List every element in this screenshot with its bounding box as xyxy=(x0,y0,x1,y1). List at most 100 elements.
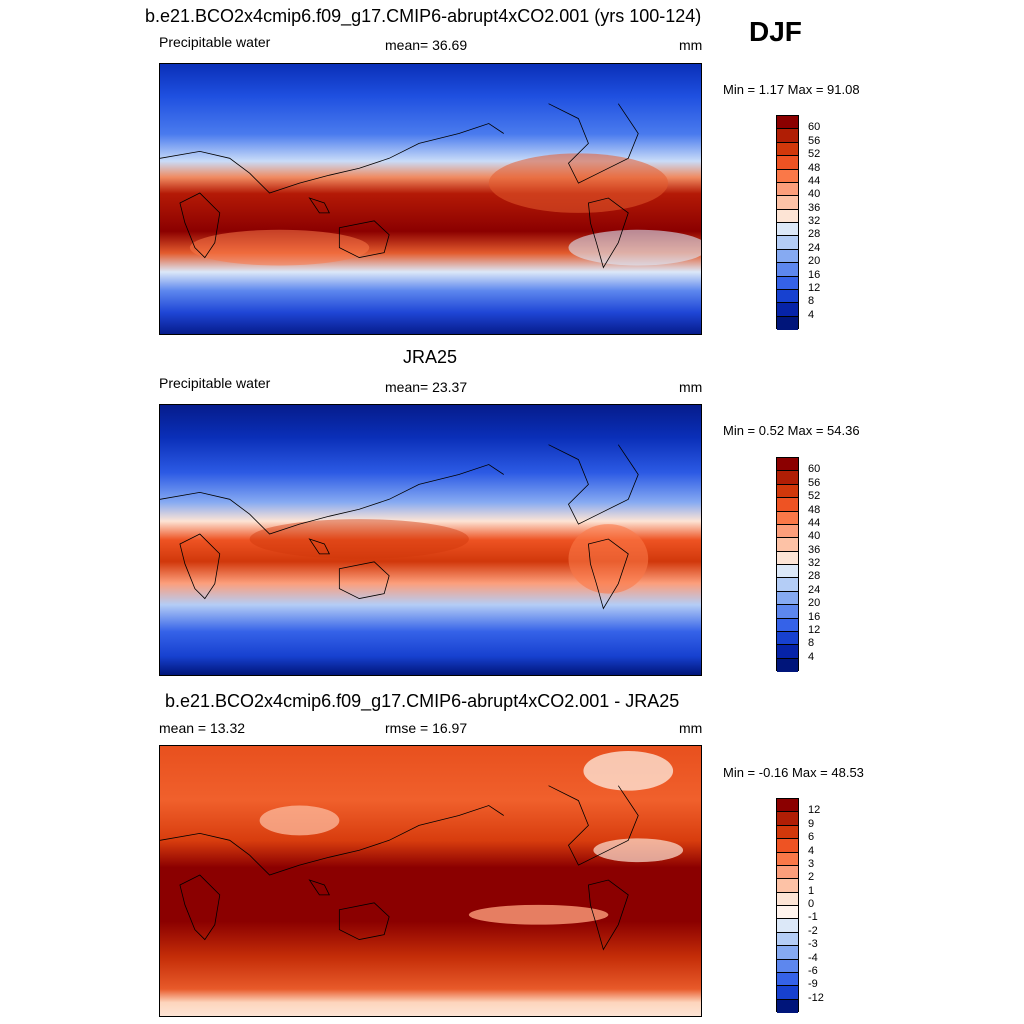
colorbar-tick-label: 28 xyxy=(808,570,821,583)
panel2-title: JRA25 xyxy=(403,347,458,367)
panel1-map xyxy=(159,63,702,335)
colorbar-segment xyxy=(777,812,798,826)
colorbar-segment xyxy=(777,839,798,853)
colorbar-segment xyxy=(777,169,798,183)
colorbar-segment xyxy=(777,209,798,223)
colorbar-tick-label: 8 xyxy=(808,637,815,650)
colorbar-segment xyxy=(777,156,798,170)
colorbar-segment xyxy=(777,645,798,659)
panel3-mean: mean = 13.32 xyxy=(159,720,246,736)
colorbar-tick-label: 60 xyxy=(808,463,821,476)
colorbar-tick-label: 12 xyxy=(808,804,821,817)
colorbar-tick-label: -1 xyxy=(808,911,818,924)
colorbar-tick-label: 48 xyxy=(808,161,821,174)
colorbar-segment xyxy=(777,591,798,606)
colorbar-segment xyxy=(777,865,798,880)
colorbar-segment xyxy=(777,605,798,619)
colorbar-segment xyxy=(777,263,798,277)
colorbar-tick-label: 4 xyxy=(808,844,815,857)
colorbar-tick-label: 24 xyxy=(808,583,821,596)
colorbar-segment xyxy=(777,919,798,933)
colorbar-tick-label: -9 xyxy=(808,978,818,991)
colorbar-tick-label: 36 xyxy=(808,543,821,556)
colorbar-tick-label: 44 xyxy=(808,516,821,529)
colorbar-segment xyxy=(777,986,798,1000)
colorbar-tick-label: 8 xyxy=(808,295,815,308)
colorbar-segment xyxy=(777,129,798,143)
colorbar-tick-label: 0 xyxy=(808,898,815,910)
colorbar-tick-label: 20 xyxy=(808,255,821,268)
colorbar-segment xyxy=(777,471,798,485)
colorbar-segment xyxy=(777,116,798,130)
colorbar-tick-label: 1 xyxy=(808,884,815,897)
colorbar-segment xyxy=(777,799,798,813)
colorbar-segment xyxy=(777,959,798,973)
panel2-units: mm xyxy=(679,379,703,395)
colorbar-tick-label: 48 xyxy=(808,503,821,516)
panel2-minmax: Min = 0.52 Max = 54.36 xyxy=(723,423,860,438)
colorbar-segment xyxy=(777,906,798,920)
colorbar-segment xyxy=(777,631,798,646)
colorbar-segment xyxy=(777,946,798,960)
colorbar-segment xyxy=(777,932,798,947)
colorbar-tick-label: 9 xyxy=(808,817,815,830)
colorbar-segment xyxy=(777,524,798,539)
colorbar-segment xyxy=(777,142,798,157)
colorbar-tick-label: 16 xyxy=(808,610,821,623)
colorbar-tick-label: 28 xyxy=(808,228,821,241)
panel1-title: b.e21.BCO2x4cmip6.f09_g17.CMIP6-abrupt4x… xyxy=(145,6,702,26)
panel2-mean: mean= 23.37 xyxy=(385,379,468,395)
panel1-variable: Precipitable water xyxy=(159,34,271,50)
colorbar-segment xyxy=(777,303,798,317)
colorbar-tick-label: 56 xyxy=(808,134,821,147)
colorbar-segment xyxy=(777,289,798,304)
colorbar-tick-label: 12 xyxy=(808,281,821,294)
colorbar-segment xyxy=(777,236,798,250)
colorbar-tick-label: 40 xyxy=(808,188,821,201)
panel1-units: mm xyxy=(679,37,703,53)
panel3-rmse: rmse = 16.97 xyxy=(385,720,468,736)
panel3-title: b.e21.BCO2x4cmip6.f09_g17.CMIP6-abrupt4x… xyxy=(165,691,680,711)
panel3-minmax: Min = -0.16 Max = 48.53 xyxy=(723,765,864,780)
colorbar-tick-label: 6 xyxy=(808,831,815,844)
colorbar-tick-label: 24 xyxy=(808,241,821,254)
panel2-map xyxy=(159,404,702,676)
colorbar-tick-label: 40 xyxy=(808,530,821,543)
panel3-units: mm xyxy=(679,720,703,736)
colorbar-segment xyxy=(777,879,798,893)
colorbar-tick-label: 52 xyxy=(808,148,821,161)
colorbar-tick-label: 44 xyxy=(808,174,821,187)
colorbar-segment xyxy=(777,658,798,672)
panel1-minmax: Min = 1.17 Max = 91.08 xyxy=(723,82,860,97)
colorbar-segment xyxy=(777,223,798,237)
colorbar-segment xyxy=(777,618,798,632)
colorbar-tick-label: 32 xyxy=(808,557,821,569)
panel3-colorbar xyxy=(776,798,799,1013)
colorbar-segment xyxy=(777,999,798,1013)
colorbar-tick-label: -12 xyxy=(808,991,824,1004)
colorbar-tick-label: 56 xyxy=(808,476,821,489)
colorbar-segment xyxy=(777,551,798,565)
colorbar-segment xyxy=(777,182,798,197)
colorbar-segment xyxy=(777,538,798,552)
colorbar-segment xyxy=(777,852,798,866)
colorbar-tick-label: 36 xyxy=(808,201,821,214)
panel3-map xyxy=(159,745,702,1017)
colorbar-segment xyxy=(777,498,798,512)
colorbar-segment xyxy=(777,196,798,210)
colorbar-segment xyxy=(777,972,798,987)
colorbar-segment xyxy=(777,484,798,499)
panel2-colorbar xyxy=(776,457,799,672)
colorbar-tick-label: 4 xyxy=(808,650,815,663)
colorbar-tick-label: 52 xyxy=(808,490,821,503)
colorbar-segment xyxy=(777,892,798,906)
colorbar-tick-label: 60 xyxy=(808,121,821,134)
panel1-mean: mean= 36.69 xyxy=(385,37,468,53)
colorbar-tick-label: -2 xyxy=(808,924,818,937)
colorbar-tick-label: 32 xyxy=(808,215,821,227)
colorbar-tick-label: 16 xyxy=(808,268,821,281)
colorbar-tick-label: 3 xyxy=(808,857,815,870)
colorbar-tick-label: 20 xyxy=(808,597,821,610)
colorbar-segment xyxy=(777,578,798,592)
colorbar-segment xyxy=(777,565,798,579)
